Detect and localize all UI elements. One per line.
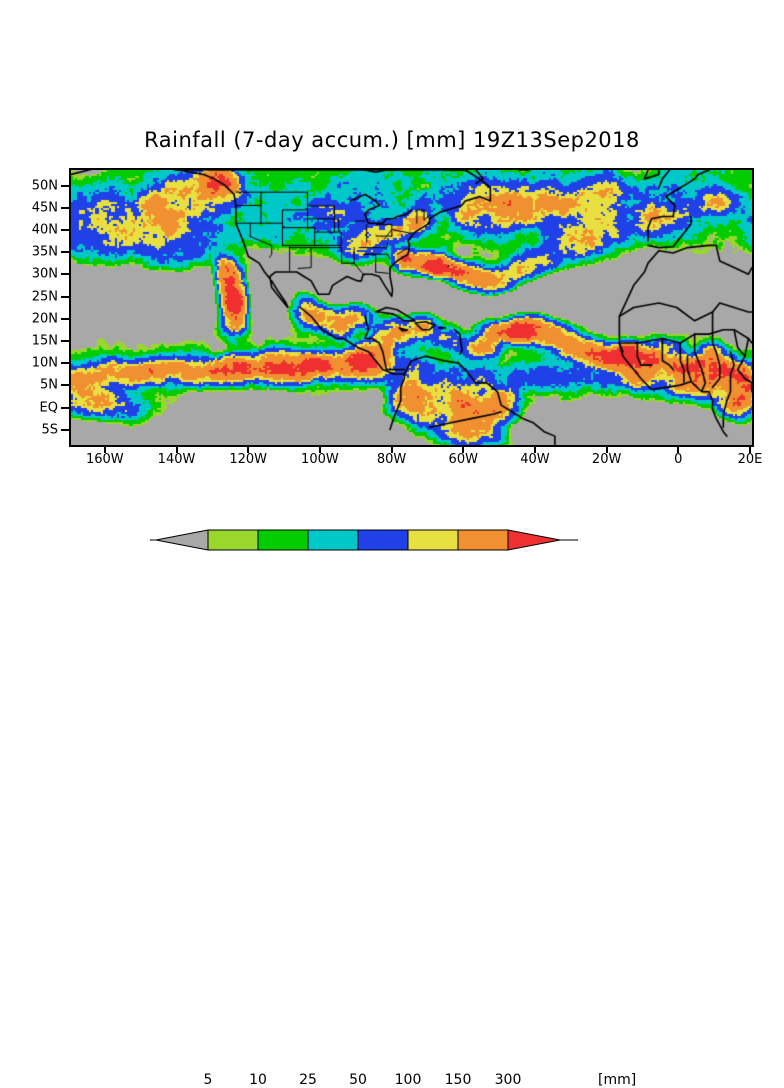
x-tick-mark xyxy=(390,445,393,453)
y-tick-mark xyxy=(61,251,69,254)
map-plot-area[interactable] xyxy=(69,168,754,447)
y-tick-label: 45N xyxy=(31,200,58,216)
colorbar-tick-label: 100 xyxy=(394,1072,422,1088)
y-tick-label: 40N xyxy=(31,222,58,238)
colorbar-unit-label: [mm] xyxy=(598,1072,637,1088)
x-tick-label: 140W xyxy=(157,452,196,467)
x-tick-mark xyxy=(175,445,178,453)
colorbar-segment xyxy=(407,529,459,551)
y-tick-mark xyxy=(61,229,69,232)
y-tick-label: 50N xyxy=(31,178,58,194)
y-tick-mark xyxy=(61,428,69,431)
y-tick-label: 30N xyxy=(31,266,58,282)
y-tick-mark xyxy=(61,362,69,365)
colorbar-segment xyxy=(307,529,359,551)
rainfall-raster xyxy=(71,170,752,445)
y-tick-mark xyxy=(61,206,69,209)
y-tick-mark xyxy=(61,317,69,320)
x-tick-label: 120W xyxy=(229,452,268,467)
x-tick-mark xyxy=(533,445,536,453)
x-tick-mark xyxy=(605,445,608,453)
y-tick-mark xyxy=(61,384,69,387)
y-tick-label: 25N xyxy=(31,289,58,305)
y-tick-mark xyxy=(61,273,69,276)
colorbar-segment xyxy=(257,529,309,551)
x-tick-label: 20E xyxy=(737,452,763,467)
x-tick-label: 20W xyxy=(591,452,622,467)
y-tick-label: 20N xyxy=(31,311,58,327)
y-tick-label: 10N xyxy=(31,355,58,371)
x-tick-mark xyxy=(247,445,250,453)
x-tick-mark xyxy=(749,445,751,453)
y-tick-mark xyxy=(61,339,69,342)
y-tick-label: 5N xyxy=(40,377,58,393)
y-tick-mark xyxy=(61,295,69,298)
colorbar-segment xyxy=(155,529,209,551)
x-tick-mark xyxy=(318,445,321,453)
colorbar-tick-label: 50 xyxy=(349,1072,367,1088)
y-axis: 50N 45N 40N 35N 30N 25N 20N 15N 10N 5N EQ 5S xyxy=(0,0,58,612)
colorbar-tick-label: 5 xyxy=(203,1072,213,1088)
y-tick-mark xyxy=(61,184,69,187)
colorbar-tick-label: 150 xyxy=(444,1072,472,1088)
colorbar-tick-label: 10 xyxy=(249,1072,267,1088)
colorbar-segment xyxy=(357,529,409,551)
y-tick-label: EQ xyxy=(39,400,58,416)
colorbar-segment xyxy=(207,529,259,551)
page-title: Rainfall (7-day accum.) [mm] 19Z13Sep201… xyxy=(144,128,640,152)
x-tick-mark xyxy=(677,445,680,453)
x-tick-label: 0 xyxy=(674,452,683,467)
x-tick-label: 60W xyxy=(448,452,478,467)
x-tick-label: 80W xyxy=(376,452,407,467)
colorbar-segment xyxy=(507,529,561,551)
y-tick-label: 5S xyxy=(41,422,58,438)
colorbar-tick-label: 25 xyxy=(299,1072,317,1088)
x-tick-label: 40W xyxy=(520,452,550,467)
x-tick-label: 160W xyxy=(85,452,124,467)
colorbar-swatches xyxy=(150,529,578,551)
colorbar-tick-label: 300 xyxy=(494,1072,522,1088)
x-tick-label: 100W xyxy=(301,452,339,467)
x-tick-mark xyxy=(103,445,106,453)
y-tick-mark xyxy=(61,406,69,409)
y-tick-label: 35N xyxy=(31,244,58,260)
colorbar-segment xyxy=(457,529,509,551)
y-tick-label: 15N xyxy=(31,333,58,349)
colorbar: [mm] 5 10 25 50 100 150 300 xyxy=(0,524,784,1088)
x-tick-mark xyxy=(462,445,465,453)
